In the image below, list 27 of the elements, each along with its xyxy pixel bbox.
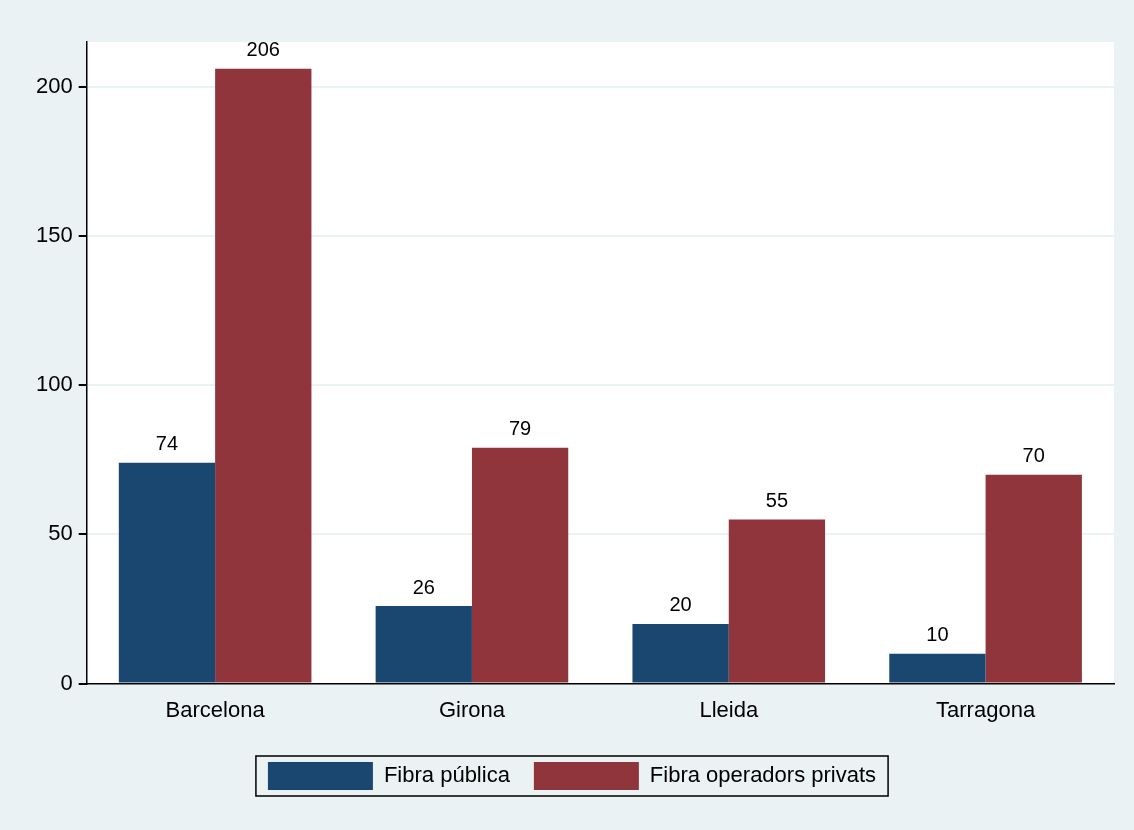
data-label: 79 xyxy=(508,417,532,440)
x-tick-label: Lleida xyxy=(699,696,759,722)
data-label: 26 xyxy=(412,575,435,598)
x-tick-label: Girona xyxy=(438,696,506,722)
bar xyxy=(728,519,826,683)
data-label: 55 xyxy=(765,488,789,511)
data-label: 206 xyxy=(246,38,280,61)
x-tick-label: Tarragona xyxy=(936,696,1036,722)
legend-label: Fibra pública xyxy=(383,762,511,788)
y-tick-label: 100 xyxy=(35,371,73,397)
bar xyxy=(985,474,1082,683)
legend-label: Fibra operadors privats xyxy=(649,762,877,788)
bar xyxy=(471,447,569,683)
y-tick-label: 150 xyxy=(35,222,73,248)
bar xyxy=(215,68,312,683)
y-tick-label: 50 xyxy=(48,520,73,546)
data-label: 10 xyxy=(926,623,949,646)
x-tick-label: Barcelona xyxy=(165,696,266,722)
data-label: 74 xyxy=(155,432,179,455)
bar xyxy=(118,462,216,683)
bar xyxy=(889,653,986,683)
data-label: 20 xyxy=(669,593,692,616)
bar xyxy=(632,623,729,683)
bar xyxy=(375,606,472,683)
y-tick-label: 200 xyxy=(35,72,73,98)
data-label: 70 xyxy=(1022,444,1045,467)
y-tick-label: 0 xyxy=(60,669,73,695)
